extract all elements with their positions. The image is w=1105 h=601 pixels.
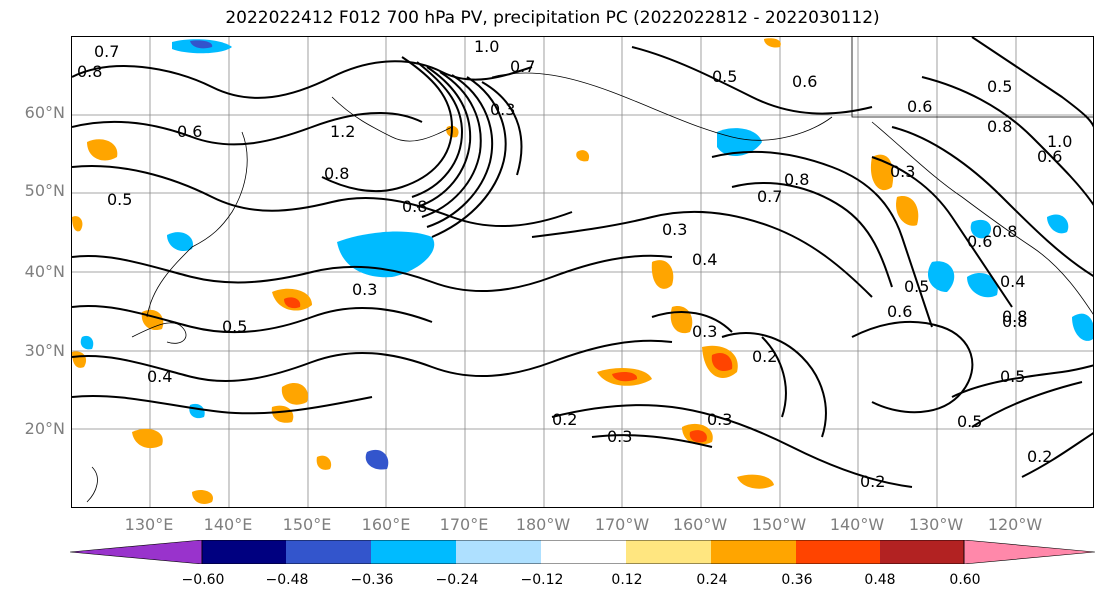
contour-label: 0.3 bbox=[490, 100, 515, 119]
contour-label: 0.5 bbox=[957, 412, 982, 431]
lat-label-40n: 40°N bbox=[24, 262, 65, 281]
contour-labels: 0.7 0.8 1.0 0.7 0.5 0.6 0.6 0.5 0.8 0.6 … bbox=[77, 37, 1072, 491]
lon-label-150e: 150°E bbox=[282, 515, 332, 534]
colorbar-tick-label: 0.60 bbox=[949, 572, 981, 588]
contour-label: 0.7 bbox=[94, 42, 119, 61]
lon-label-170w: 170°W bbox=[594, 515, 650, 534]
lon-label-150w: 150°W bbox=[751, 515, 807, 534]
lat-label-60n: 60°N bbox=[24, 103, 65, 122]
lat-label-30n: 30°N bbox=[24, 341, 65, 360]
contour-label: 0.4 bbox=[1000, 272, 1025, 291]
pv-contours bbox=[72, 37, 1093, 488]
lon-label-160w: 160°W bbox=[672, 515, 728, 534]
contour-label: 0.2 bbox=[1027, 447, 1052, 466]
contour-label: 1.2 bbox=[330, 122, 355, 141]
contour-label: 0.8 bbox=[77, 62, 102, 81]
contour-label: 0.6 bbox=[907, 97, 932, 116]
contour-label: 0.2 bbox=[552, 410, 577, 429]
colorbar-segment bbox=[286, 540, 371, 564]
contour-label: 0.5 bbox=[904, 277, 929, 296]
contour-label: 0.7 bbox=[757, 187, 782, 206]
contour-label: 0.6 bbox=[967, 232, 992, 251]
lon-label-140e: 140°E bbox=[203, 515, 253, 534]
contour-label: 0.6 bbox=[887, 302, 912, 321]
contour-label: 0.8 bbox=[402, 197, 427, 216]
colorbar-segment bbox=[796, 540, 880, 564]
lon-label-170e: 170°E bbox=[439, 515, 489, 534]
map-panel: 0.7 0.8 1.0 0.7 0.5 0.6 0.6 0.5 0.8 0.6 … bbox=[71, 36, 1094, 508]
contour-label: 0.3 bbox=[890, 162, 915, 181]
colorbar-tick-label: −0.60 bbox=[181, 572, 225, 588]
lat-label-20n: 20°N bbox=[24, 419, 65, 438]
lon-label-120w: 120°W bbox=[987, 515, 1043, 534]
colorbar-segment bbox=[371, 540, 456, 564]
lon-label-140w: 140°W bbox=[829, 515, 885, 534]
contour-label: 0.5 bbox=[107, 190, 132, 209]
contour-label: 0.6 bbox=[792, 72, 817, 91]
contour-label: 0.8 bbox=[324, 164, 349, 183]
colorbar-tick-label: 0.12 bbox=[611, 572, 643, 588]
contour-label: 0.5 bbox=[1000, 367, 1025, 386]
contour-label: 0.6 bbox=[177, 122, 202, 141]
contour-label: 0.8 bbox=[1002, 307, 1027, 326]
colorbar-tick-label: −0.12 bbox=[520, 572, 564, 588]
plot-title: 2022022412 F012 700 hPa PV, precipitatio… bbox=[225, 8, 880, 28]
colorbar-tick-label: 0.48 bbox=[864, 572, 896, 588]
map-canvas: 0.7 0.8 1.0 0.7 0.5 0.6 0.6 0.5 0.8 0.6 … bbox=[72, 37, 1093, 507]
contour-label: 1.0 bbox=[1047, 132, 1072, 151]
contour-label: 0.3 bbox=[707, 410, 732, 429]
contour-label: 0.2 bbox=[860, 472, 885, 491]
colorbar-segment bbox=[963, 540, 1095, 564]
contour-label: 0.6 bbox=[1037, 147, 1062, 166]
contour-label: 0.4 bbox=[147, 367, 172, 386]
contour-label: 0.5 bbox=[987, 77, 1012, 96]
colorbar-tick-label: −0.36 bbox=[350, 572, 394, 588]
contour-label: 0.8 bbox=[992, 222, 1017, 241]
precip-shading bbox=[72, 38, 1093, 504]
contour-label: 0.7 bbox=[510, 57, 535, 76]
colorbar-segment bbox=[626, 540, 711, 564]
colorbar-tick-label: 0.24 bbox=[696, 572, 728, 588]
contour-label: 0.8 bbox=[784, 170, 809, 189]
contour-label: 0.3 bbox=[662, 220, 687, 239]
lon-label-130w: 130°W bbox=[908, 515, 964, 534]
contour-label: 0.5 bbox=[222, 317, 247, 336]
lon-label-160e: 160°E bbox=[361, 515, 411, 534]
contour-label: 0.8 bbox=[987, 117, 1012, 136]
colorbar-segment bbox=[70, 540, 203, 564]
colorbar-segment bbox=[541, 540, 626, 564]
contour-label: 0.4 bbox=[692, 250, 717, 269]
lat-label-50n: 50°N bbox=[24, 181, 65, 200]
colorbar-tick-label: −0.48 bbox=[265, 572, 309, 588]
colorbar bbox=[70, 540, 1095, 564]
contour-label: 0.3 bbox=[352, 280, 377, 299]
contour-label: 0.3 bbox=[692, 322, 717, 341]
lon-label-180w: 180°W bbox=[515, 515, 571, 534]
colorbar-segment bbox=[711, 540, 796, 564]
colorbar-tick-label: −0.24 bbox=[435, 572, 479, 588]
coastlines bbox=[86, 37, 1093, 503]
colorbar-segment bbox=[456, 540, 541, 564]
contour-label: 0.5 bbox=[712, 67, 737, 86]
contour-label: 0.8 bbox=[1002, 312, 1027, 331]
contour-label: 0.3 bbox=[607, 427, 632, 446]
colorbar-segment bbox=[880, 540, 964, 564]
colorbar-segment bbox=[202, 540, 286, 564]
contour-label: 0.2 bbox=[752, 347, 777, 366]
lon-label-130e: 130°E bbox=[124, 515, 174, 534]
contour-label: 1.0 bbox=[474, 37, 499, 56]
colorbar-tick-label: 0.36 bbox=[781, 572, 813, 588]
